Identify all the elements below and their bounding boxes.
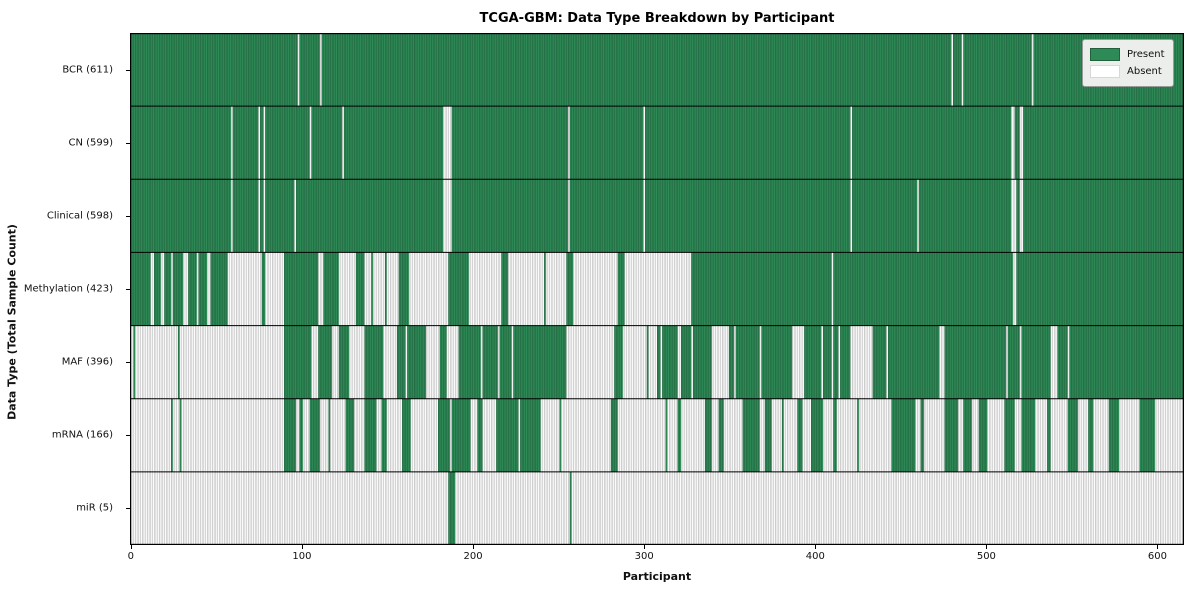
x-axis-title: Participant: [622, 570, 692, 583]
plot-area: Data Type (Total Sample Count): [6, 33, 1185, 545]
y-tick-mark: [126, 435, 130, 437]
x-tick-mark: [986, 545, 988, 549]
row-label-clinical: Clinical (598): [46, 210, 113, 222]
row-label-maf: MAF (396): [61, 356, 113, 368]
x-tick-label: 500: [976, 551, 996, 562]
x-tick-mark: [473, 545, 475, 549]
x-tick-label: 600: [1147, 551, 1168, 562]
legend: Present Absent: [1082, 39, 1174, 87]
heatmap-canvas: [130, 33, 1185, 545]
y-tick-mark: [126, 69, 130, 71]
legend-absent-label: Absent: [1127, 66, 1162, 77]
x-tick-mark: [1157, 545, 1159, 549]
row-label-mrna: mRNA (166): [51, 429, 113, 441]
x-tick-label: 100: [292, 551, 312, 562]
present-swatch-icon: [1090, 48, 1120, 61]
legend-entry-present: Present: [1090, 46, 1165, 63]
y-tick-mark: [126, 289, 130, 290]
row-label-cn: CN (599): [68, 137, 113, 149]
legend-present-label: Present: [1127, 49, 1165, 60]
x-tick-label: 200: [463, 551, 483, 562]
absent-swatch-icon: [1090, 65, 1120, 78]
x-tick-mark: [815, 545, 817, 549]
x-tick-label: 300: [634, 551, 654, 562]
x-tick-label: 400: [805, 551, 825, 562]
x-tick-mark: [130, 545, 132, 549]
x-tick-mark: [644, 545, 646, 549]
x-tick-label: 0: [127, 551, 135, 562]
chart-title: TCGA-GBM: Data Type Breakdown by Partici…: [479, 11, 835, 26]
row-label-methylation: Methylation (423): [23, 283, 113, 295]
y-tick-mark: [126, 215, 130, 217]
y-tick-mark: [126, 508, 130, 510]
row-label-bcr: BCR (611): [62, 64, 113, 76]
legend-entry-absent: Absent: [1090, 63, 1165, 80]
x-tick-mark: [301, 545, 303, 549]
y-tick-mark: [126, 362, 130, 364]
row-label-mir: miR (5): [76, 502, 113, 514]
y-axis-title: Data Type (Total Sample Count): [5, 224, 19, 420]
y-tick-mark: [126, 142, 130, 144]
